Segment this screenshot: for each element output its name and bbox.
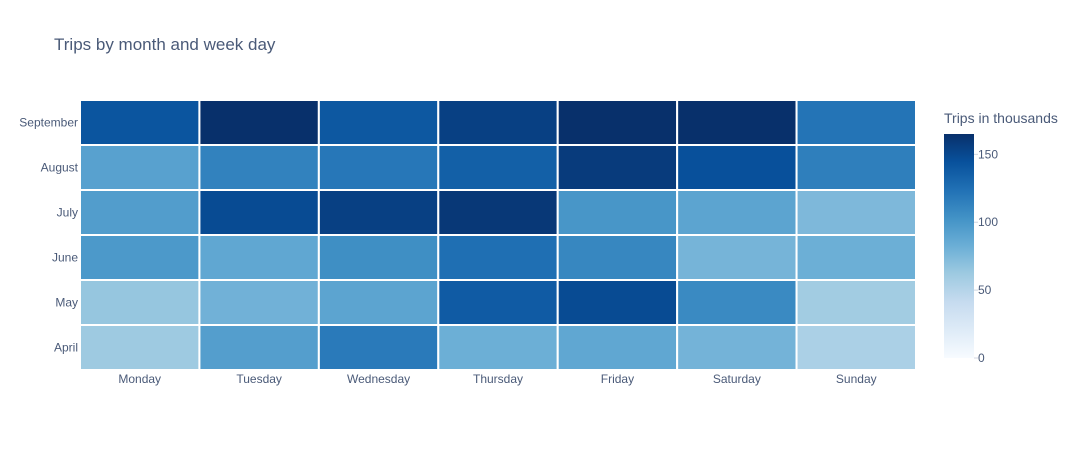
heatmap-cell (676, 234, 798, 281)
colorbar-tick-label: 150 (978, 147, 998, 161)
heatmap-cell (437, 279, 559, 326)
heatmap-cell (676, 99, 798, 146)
heatmap-cell (795, 189, 917, 236)
heatmap-cell (437, 144, 559, 191)
heatmap-cell (198, 99, 320, 146)
heatmap-cell (676, 144, 798, 191)
x-tick-label: Friday (601, 372, 634, 386)
heatmap-cell (676, 189, 798, 236)
heatmap-cell (437, 99, 559, 146)
heatmap-cell (79, 234, 201, 281)
y-tick-label: July (57, 206, 78, 220)
heatmap-cell (79, 279, 201, 326)
heatmap-cell (79, 144, 201, 191)
heatmap-cell (198, 234, 320, 281)
x-tick-label: Monday (118, 372, 161, 386)
y-tick-label: August (41, 161, 79, 175)
x-tick-label: Saturday (713, 372, 761, 386)
heatmap-cell (556, 189, 679, 236)
heatmap-cell (795, 99, 917, 146)
heatmap-cell (198, 279, 320, 326)
heatmap-cell (198, 324, 320, 371)
heatmap-cell (317, 324, 440, 371)
heatmap-cell (795, 279, 917, 326)
y-tick-label: April (54, 341, 78, 355)
colorbar-ticks: 0 50 100 150 (974, 147, 998, 365)
heatmap-cell (556, 324, 679, 371)
colorbar-tick-label: 50 (978, 283, 992, 297)
heatmap-cell (556, 144, 679, 191)
y-tick-label: September (19, 116, 78, 130)
heatmap-cell (437, 189, 559, 236)
heatmap-cell (676, 279, 798, 326)
colorbar-tick-label: 100 (978, 215, 998, 229)
x-tick-label: Wednesday (347, 372, 410, 386)
chart-title: Trips by month and week day (54, 35, 276, 54)
heatmap-cells (79, 99, 917, 371)
heatmap-cell (437, 234, 559, 281)
heatmap-cell (79, 99, 201, 146)
heatmap-cell (317, 279, 440, 326)
heatmap-cell (317, 99, 440, 146)
x-axis-ticks: Monday Tuesday Wednesday Thursday Friday Satu… (118, 372, 876, 386)
heatmap-cell (317, 144, 440, 191)
heatmap-cell (795, 234, 917, 281)
x-tick-label: Tuesday (236, 372, 282, 386)
heatmap-cell (198, 189, 320, 236)
y-axis-ticks: April May June July August September (19, 116, 78, 355)
heatmap-cell (795, 324, 917, 371)
x-tick-label: Thursday (473, 372, 523, 386)
heatmap-cell (317, 234, 440, 281)
colorbar (944, 134, 974, 358)
y-tick-label: May (55, 296, 78, 310)
heatmap-cell (317, 189, 440, 236)
heatmap-cell (79, 189, 201, 236)
colorbar-title: Trips in thousands (944, 110, 1058, 126)
y-tick-label: June (52, 251, 78, 265)
heatmap-cell (79, 324, 201, 371)
x-tick-label: Sunday (836, 372, 877, 386)
heatmap-cell (556, 234, 679, 281)
heatmap-cell (437, 324, 559, 371)
heatmap-cell (556, 279, 679, 326)
colorbar-tick-label: 0 (978, 351, 985, 365)
heatmap-cell (556, 99, 679, 146)
heatmap-cell (198, 144, 320, 191)
heatmap-cell (795, 144, 917, 191)
heatmap-cell (676, 324, 798, 371)
